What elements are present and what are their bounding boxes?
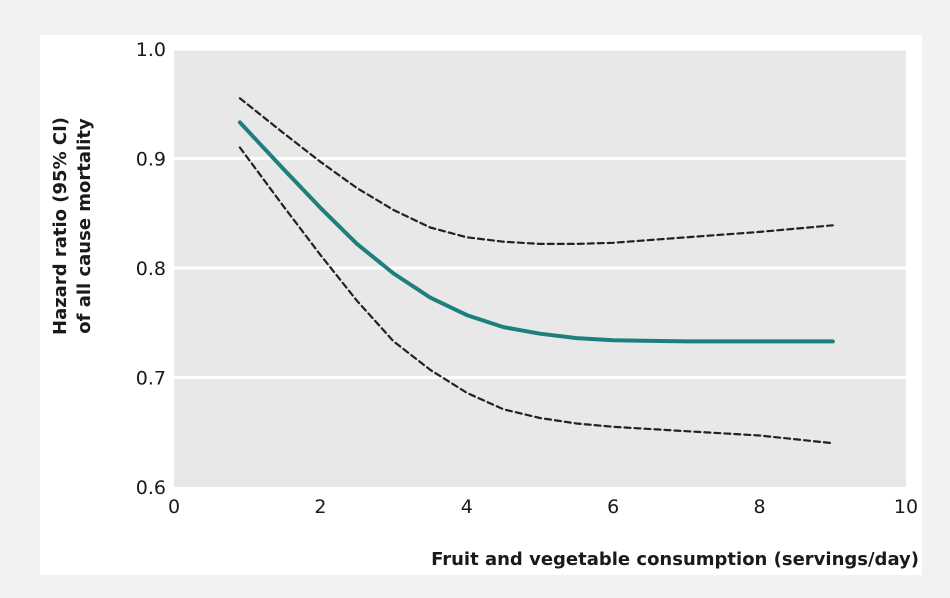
y-tick-label: 1.0 — [136, 39, 166, 61]
confidence-interval-line — [238, 97, 834, 245]
x-tick-label: 4 — [461, 496, 473, 518]
gridlines — [174, 47, 906, 379]
x-axis-title: Fruit and vegetable consumption (serving… — [431, 549, 919, 570]
y-tick-label: 0.6 — [136, 477, 166, 499]
y-axis-title-line-1: Hazard ratio (95% CI) — [50, 117, 71, 335]
x-tick-label: 10 — [894, 496, 918, 518]
y-tick-label: 0.9 — [136, 149, 166, 171]
x-tick-label: 0 — [168, 496, 180, 518]
y-axis-title-line-2: of all cause mortality — [74, 118, 95, 334]
x-tick-labels: 0 2 4 6 8 10 — [168, 496, 918, 518]
series-lines — [237, 97, 835, 445]
x-tick-label: 8 — [754, 496, 766, 518]
y-tick-label: 0.7 — [136, 368, 166, 390]
y-tick-labels: 0.6 0.7 0.8 0.9 1.0 — [136, 39, 166, 499]
chart-figure: 0 2 4 6 8 10 0.6 0.7 0.8 0.9 1.0 Fruit and vegeta… — [40, 35, 922, 575]
x-tick-label: 6 — [607, 496, 619, 518]
hazard-ratio-line — [237, 120, 835, 344]
confidence-interval-line — [238, 146, 834, 445]
chart-svg: 0 2 4 6 8 10 0.6 0.7 0.8 0.9 1.0 Fruit and vegeta… — [50, 39, 919, 570]
x-tick-label: 2 — [314, 496, 326, 518]
y-tick-label: 0.8 — [136, 258, 166, 280]
